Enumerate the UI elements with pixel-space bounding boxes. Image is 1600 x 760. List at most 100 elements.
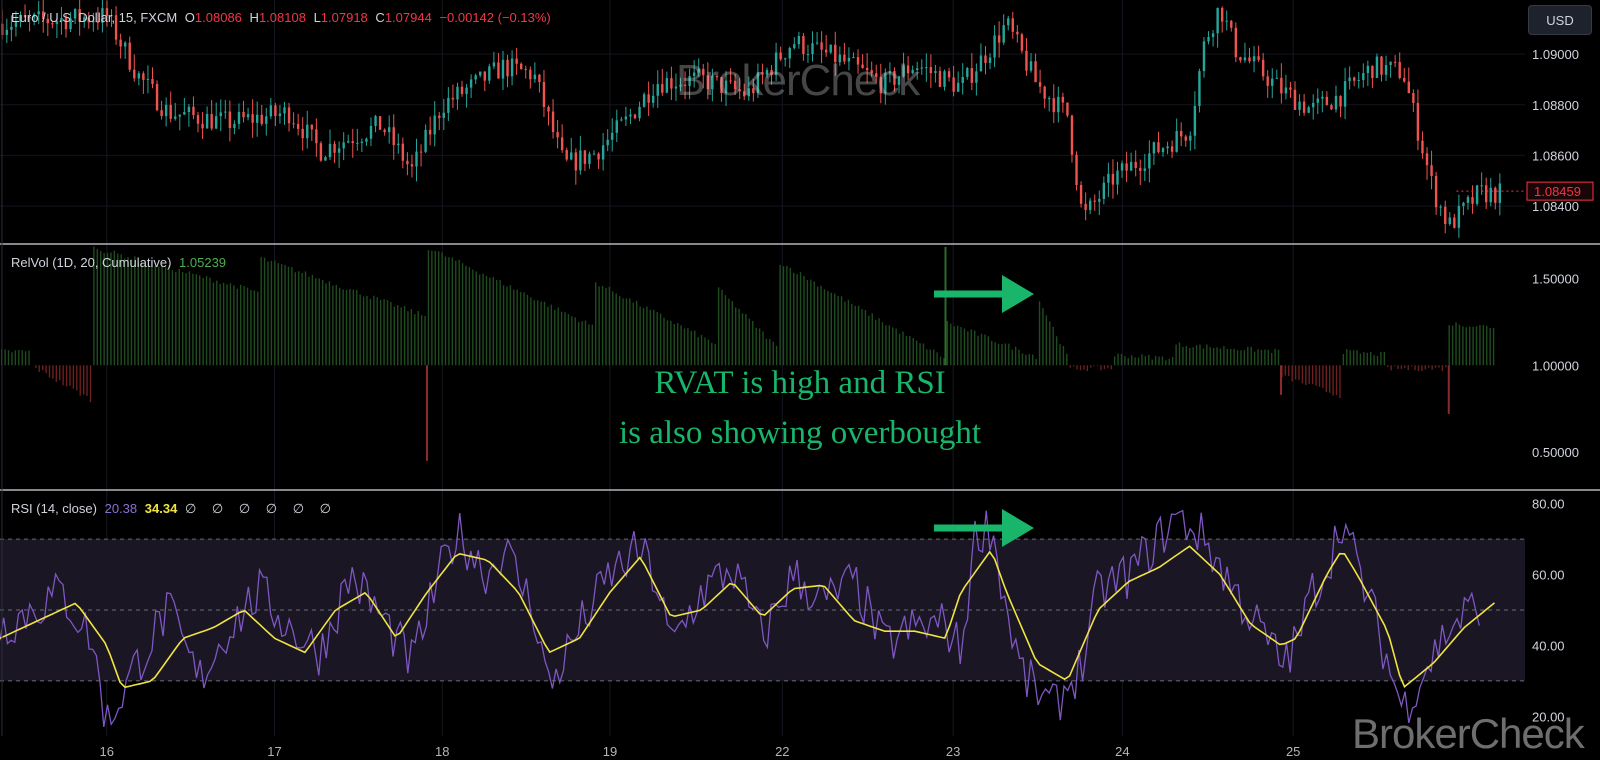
price-candle-body[interactable] [406, 160, 409, 165]
price-candle-body[interactable] [369, 125, 373, 139]
price-candle-body[interactable] [1434, 176, 1438, 208]
price-candle-body[interactable] [1257, 56, 1260, 60]
price-candle-body[interactable] [865, 68, 869, 71]
price-candle-body[interactable] [210, 114, 213, 129]
price-candle-body[interactable] [28, 17, 31, 19]
price-candle-body[interactable] [1007, 18, 1010, 26]
price-candle-body[interactable] [328, 143, 332, 158]
price-candle-body[interactable] [360, 141, 364, 143]
price-candle-body[interactable] [1220, 7, 1224, 22]
price-candle-body[interactable] [442, 112, 446, 118]
price-candle-body[interactable] [187, 106, 191, 113]
price-candle-body[interactable] [542, 82, 546, 108]
price-candle-body[interactable] [447, 97, 450, 113]
rsi-title[interactable]: RSI (14, close) [11, 501, 97, 516]
price-candle-body[interactable] [1334, 95, 1338, 110]
price-candle-body[interactable] [374, 116, 377, 126]
price-candle-body[interactable] [265, 116, 268, 124]
price-candle-body[interactable] [761, 72, 764, 75]
price-candle-body[interactable] [164, 104, 168, 117]
price-candle-body[interactable] [1016, 31, 1019, 35]
price-candle-body[interactable] [956, 82, 960, 92]
price-candle-body[interactable] [1148, 153, 1151, 169]
price-candle-body[interactable] [929, 67, 933, 74]
price-candle-body[interactable] [911, 69, 914, 74]
price-candle-body[interactable] [14, 21, 18, 27]
price-candle-body[interactable] [624, 116, 628, 120]
price-candle-body[interactable] [32, 14, 36, 18]
price-candle-body[interactable] [1421, 140, 1424, 154]
price-candle-body[interactable] [242, 111, 245, 118]
price-candle-body[interactable] [838, 54, 842, 63]
price-candle-body[interactable] [706, 75, 710, 90]
price-candle-body[interactable] [1284, 87, 1288, 94]
price-candle-body[interactable] [1225, 20, 1228, 22]
price-candle-body[interactable] [688, 76, 691, 86]
price-candle-body[interactable] [583, 150, 587, 164]
price-candle-body[interactable] [902, 65, 905, 77]
price-candle-body[interactable] [337, 148, 341, 153]
price-candle-body[interactable] [219, 112, 222, 117]
price-candle-body[interactable] [1189, 135, 1192, 141]
price-candle-body[interactable] [96, 20, 100, 23]
price-candle-body[interactable] [601, 145, 605, 160]
price-candle-body[interactable] [820, 42, 823, 50]
price-candle-body[interactable] [793, 44, 796, 49]
price-candle-body[interactable] [114, 15, 118, 40]
price-candle-body[interactable] [560, 137, 564, 151]
price-candle-body[interactable] [1129, 161, 1133, 171]
price-candle-body[interactable] [1393, 61, 1397, 63]
price-candle-body[interactable] [1261, 59, 1265, 77]
price-candle-body[interactable] [1325, 96, 1329, 106]
price-candle-body[interactable] [169, 104, 172, 119]
price-candle-body[interactable] [1439, 206, 1442, 208]
price-candle-body[interactable] [893, 70, 896, 85]
price-candle-body[interactable] [278, 113, 282, 116]
price-candle-body[interactable] [920, 67, 923, 69]
rsi-line[interactable] [0, 509, 1480, 728]
price-candle-body[interactable] [46, 18, 49, 24]
price-candle-body[interactable] [205, 114, 209, 129]
price-candle-body[interactable] [633, 114, 637, 119]
price-candle-body[interactable] [1066, 102, 1069, 116]
price-candle-body[interactable] [611, 132, 614, 140]
price-candle-body[interactable] [1398, 62, 1401, 78]
price-candle-body[interactable] [5, 29, 9, 35]
price-candle-body[interactable] [884, 73, 887, 94]
price-candle-body[interactable] [151, 78, 154, 85]
last-price-badge[interactable] [1526, 181, 1594, 201]
price-candle-body[interactable] [711, 75, 714, 90]
currency-button[interactable]: USD [1528, 5, 1592, 35]
price-candle-body[interactable] [597, 153, 600, 160]
price-candle-body[interactable] [620, 119, 623, 121]
price-candle-body[interactable] [128, 42, 131, 70]
price-candle-body[interactable] [647, 94, 650, 103]
price-candle-body[interactable] [178, 114, 181, 117]
rsi-lines[interactable] [0, 509, 1495, 728]
price-candle-body[interactable] [60, 18, 63, 22]
price-candle-body[interactable] [1230, 20, 1233, 28]
price-candle-body[interactable] [1416, 102, 1420, 141]
price-candle-body[interactable] [137, 73, 141, 79]
price-candle-body[interactable] [269, 105, 273, 117]
price-candle-body[interactable] [1070, 115, 1074, 155]
price-candle-body[interactable] [1202, 41, 1206, 72]
price-candle-body[interactable] [1371, 65, 1374, 78]
price-candle-body[interactable] [738, 89, 741, 92]
price-candle-body[interactable] [1348, 77, 1351, 82]
price-candle-body[interactable] [1425, 153, 1429, 166]
price-candle-body[interactable] [19, 15, 22, 22]
price-candle-body[interactable] [255, 114, 259, 123]
price-candle-body[interactable] [906, 65, 910, 74]
price-candle-body[interactable] [497, 62, 500, 79]
price-candle-body[interactable] [233, 123, 236, 129]
price-candle-body[interactable] [1389, 61, 1392, 66]
price-candle-body[interactable] [984, 55, 987, 63]
price-candle-body[interactable] [1107, 173, 1110, 183]
price-candle-body[interactable] [1403, 77, 1406, 82]
price-candle-body[interactable] [392, 127, 395, 146]
price-candle-body[interactable] [588, 153, 591, 164]
price-candle-body[interactable] [296, 123, 300, 129]
price-candle-body[interactable] [465, 87, 468, 94]
